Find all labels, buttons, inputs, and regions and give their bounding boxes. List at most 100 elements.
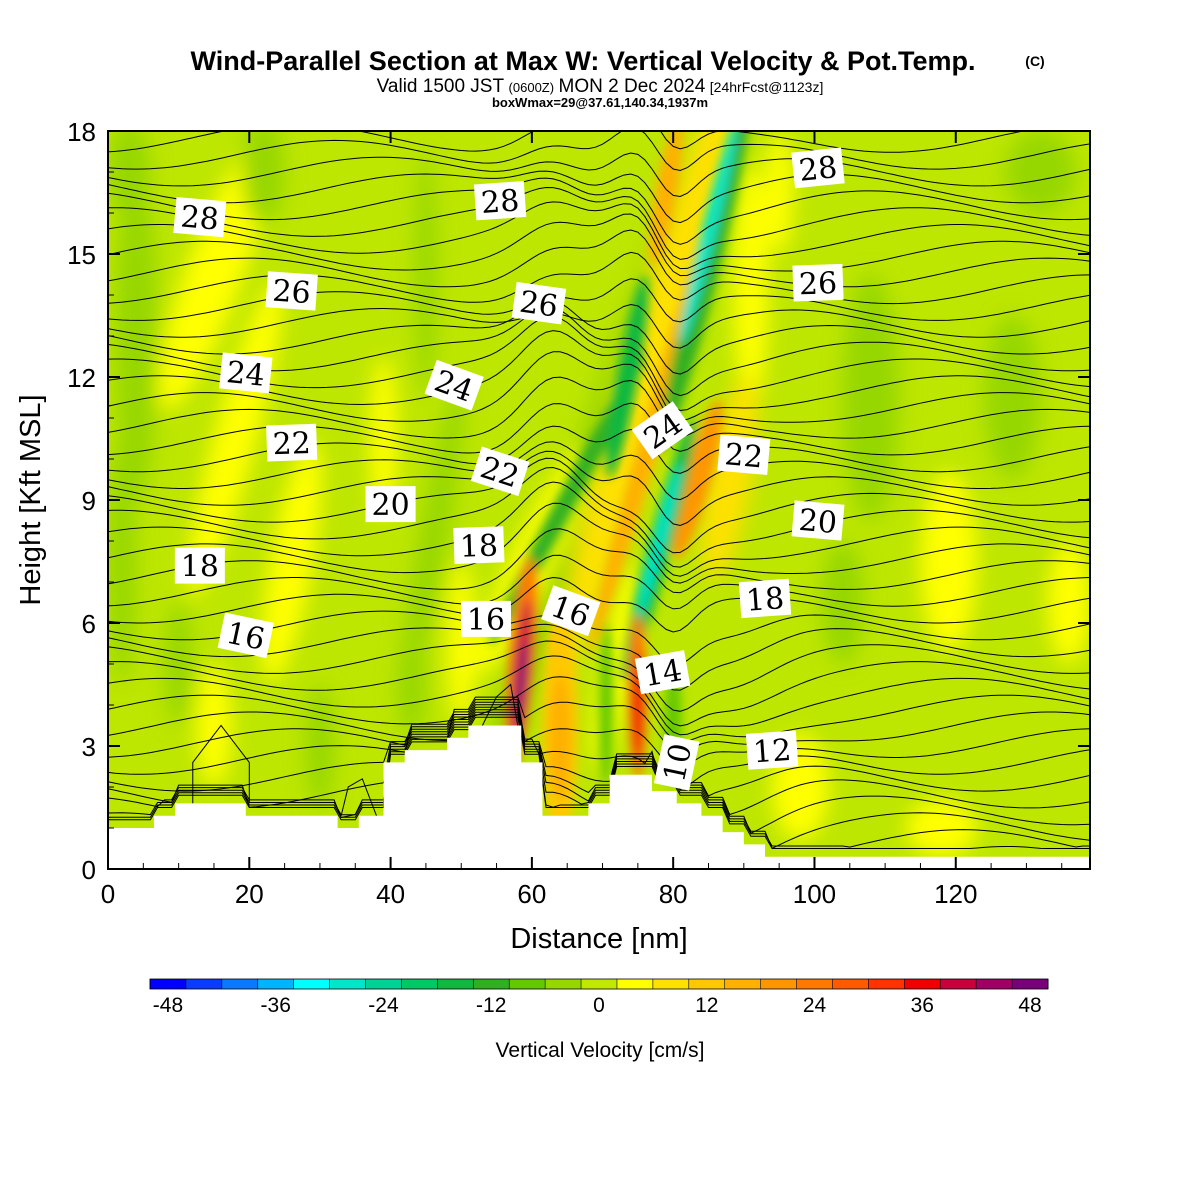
isentrope	[108, 177, 1090, 245]
velocity-cell	[679, 131, 738, 345]
box-wmax-info: boxWmax=29@37.61,140.34,1937m	[492, 95, 708, 110]
contour-label-text: 20	[797, 503, 838, 541]
contour-label: 10	[653, 734, 700, 791]
contour-label: 28	[173, 196, 227, 238]
colorbar-swatch	[796, 979, 833, 989]
isentrope	[108, 201, 1090, 270]
velocity-cell	[261, 440, 322, 683]
contour-label: 20	[365, 486, 416, 523]
velocity-cell	[765, 131, 794, 254]
isentrope	[108, 376, 1090, 439]
x-tick-label: 40	[376, 879, 405, 909]
colorbar-swatch	[545, 979, 582, 989]
colorbar-swatch	[868, 979, 905, 989]
isentrope	[108, 315, 1090, 412]
colorbar-swatch	[185, 979, 223, 989]
velocity-cell	[549, 676, 571, 800]
contour-label-text: 12	[752, 733, 793, 771]
isentrope	[108, 152, 1090, 198]
isentrope	[108, 303, 1090, 349]
velocity-cell	[415, 151, 437, 398]
contour-label: 26	[511, 281, 567, 325]
colorbar-swatch	[976, 979, 1013, 989]
isentrope	[108, 696, 1090, 753]
velocity-cell	[702, 378, 758, 581]
isentrope	[108, 704, 1090, 797]
valid-prefix: Valid 1500 JST	[377, 76, 505, 97]
velocity-cell	[397, 631, 426, 738]
contour-label-box	[217, 612, 274, 659]
contour-label-text: 18	[459, 528, 498, 564]
velocity-cell	[606, 276, 648, 478]
x-axis-label: Distance [nm]	[510, 923, 687, 955]
velocity-cell	[164, 602, 193, 726]
y-axis: 0 3 6 9 12 15 18	[67, 117, 1090, 885]
isentrope	[108, 709, 1090, 834]
isentrope	[108, 450, 1090, 527]
isentrope	[108, 630, 1090, 712]
isentrope	[108, 457, 1090, 554]
isentrope	[108, 330, 1090, 421]
isentrope	[108, 554, 1090, 610]
contour-label-box	[174, 547, 225, 584]
contour-label: 28	[791, 147, 845, 189]
isentrope	[108, 640, 1090, 727]
colorbar-label: Vertical Velocity [cm/s]	[496, 1039, 705, 1062]
isentrope	[108, 623, 1090, 691]
velocity-cell	[447, 561, 476, 726]
valid-utc: (0600Z)	[509, 80, 555, 95]
velocity-cell	[108, 131, 151, 222]
contour-label: 16	[460, 600, 511, 638]
contour-label-box	[365, 486, 416, 523]
contour-label: 16	[217, 612, 274, 659]
colorbar-swatch	[257, 979, 295, 989]
isentrope	[108, 306, 1090, 397]
contour-label: 20	[791, 500, 845, 541]
isentrope	[108, 699, 1090, 768]
contour-label-text: 20	[371, 488, 409, 523]
y-tick-label: 3	[82, 732, 96, 762]
contour-label-text: 18	[181, 550, 219, 585]
contour-label-text: 28	[480, 183, 521, 221]
isentrope	[108, 186, 1090, 260]
colorbar-swatch	[904, 979, 941, 989]
contour-label: 18	[453, 526, 505, 565]
contour-label-text: 28	[179, 199, 220, 237]
isentrope-dome	[481, 683, 519, 726]
isentrope	[108, 351, 1090, 428]
colorbar-tick-label: 0	[593, 994, 605, 1017]
colorbar-swatch	[329, 979, 367, 989]
colorbar-swatch	[509, 979, 546, 989]
y-tick-label: 15	[67, 240, 96, 270]
x-tick-label: 100	[793, 879, 836, 909]
colorbar-swatch	[940, 979, 977, 989]
velocity-cell	[984, 315, 1041, 480]
isentrope	[108, 701, 1090, 791]
y-tick-label: 18	[67, 117, 96, 147]
contour-label-box	[631, 401, 694, 460]
colorbar-swatch	[221, 979, 259, 989]
velocity-cell	[558, 131, 746, 672]
valid-date: MON 2 Dec 2024	[559, 76, 706, 97]
contour-label-box	[266, 423, 318, 462]
isentrope-dome	[340, 778, 377, 816]
isentrope	[108, 706, 1090, 816]
colorbar-tick-label: 24	[803, 994, 827, 1017]
x-tick-label: 20	[235, 879, 264, 909]
colorbar-swatch	[473, 979, 510, 989]
isentrope	[108, 466, 1090, 568]
colorbar-tick-label: 36	[911, 994, 934, 1017]
y-tick-label: 0	[82, 855, 96, 885]
colorbar: -48 -36 -24 -12 0 12 24 36 48	[149, 978, 1049, 1017]
chart-title: Wind-Parallel Section at Max W: Vertical…	[191, 46, 976, 76]
y-tick-label: 9	[82, 486, 96, 516]
velocity-cell	[115, 172, 158, 500]
colorbar-swatch	[150, 979, 187, 989]
colorbar-swatch	[760, 979, 798, 989]
contour-label-text: 18	[745, 581, 786, 619]
colorbar-swatch	[688, 979, 726, 989]
x-tick-label: 120	[934, 879, 977, 909]
colorbar-tick-label: -36	[261, 994, 291, 1017]
contour-label-text: 26	[271, 274, 312, 312]
